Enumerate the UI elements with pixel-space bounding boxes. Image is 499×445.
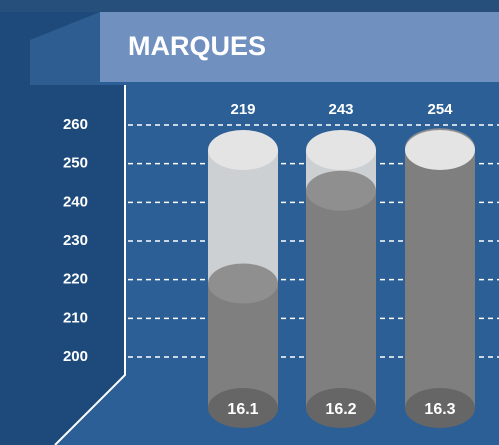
y-tick-label: 240 [63, 193, 88, 210]
bar-level [208, 263, 278, 304]
cylinder-base [208, 388, 278, 428]
cylinder-top [405, 130, 475, 170]
value-label: 254 [427, 101, 453, 118]
left-wall [0, 0, 125, 445]
top-strip [0, 0, 499, 12]
cylinder-base [405, 388, 475, 428]
x-tick-label: 16.1 [227, 401, 258, 418]
wall-shade [30, 12, 100, 85]
x-tick-label: 16.2 [325, 401, 356, 418]
chart-title: MARQUES [128, 31, 266, 61]
y-tick-label: 210 [63, 309, 88, 326]
axis-line [54, 85, 126, 445]
header-band [100, 12, 499, 82]
value-label: 219 [230, 101, 255, 118]
bar-level [306, 170, 376, 211]
bar [208, 283, 278, 408]
y-tick-label: 260 [63, 116, 88, 133]
value-label: 243 [328, 101, 353, 118]
y-tick-label: 220 [63, 271, 88, 288]
cylinder-top [306, 130, 376, 170]
cylinder-empty [208, 150, 278, 284]
cylinder-base [306, 388, 376, 428]
x-tick-label: 16.3 [424, 401, 455, 418]
bar [405, 148, 475, 408]
cylinder-top [208, 130, 278, 170]
y-tick-label: 250 [63, 155, 88, 172]
y-tick-label: 230 [63, 232, 88, 249]
bar [306, 190, 376, 408]
y-tick-label: 200 [63, 348, 88, 365]
